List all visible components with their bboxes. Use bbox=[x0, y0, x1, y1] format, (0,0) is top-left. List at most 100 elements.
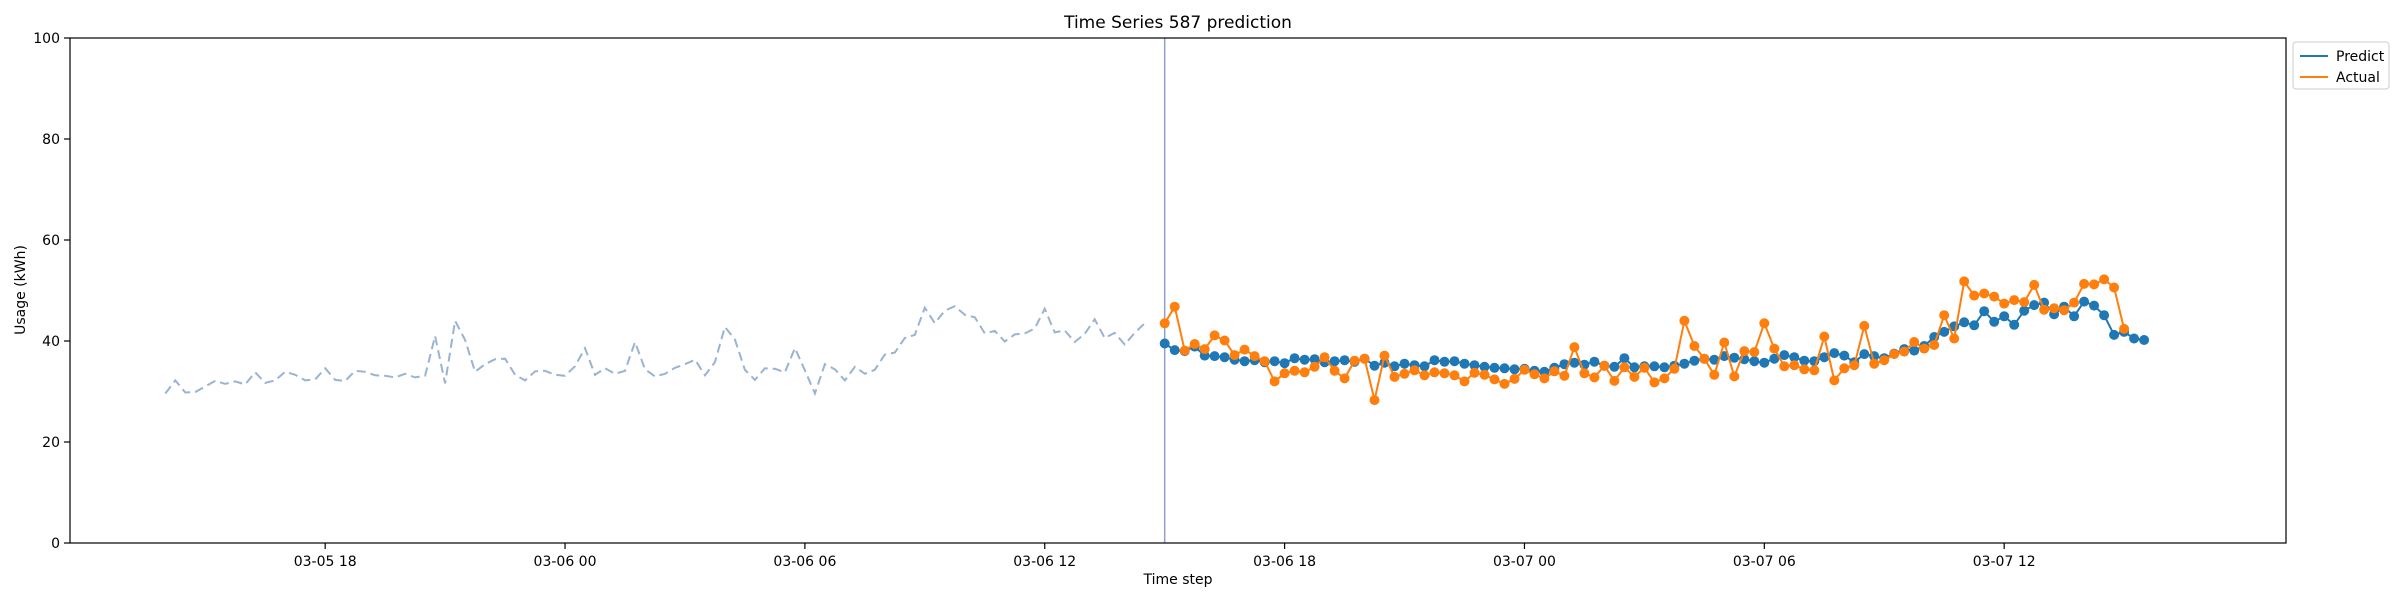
predict-point bbox=[1789, 352, 1800, 363]
y-tick-label: 0 bbox=[51, 536, 60, 552]
actual-point bbox=[1869, 358, 1880, 369]
predict-point bbox=[1219, 352, 1230, 363]
predict-point bbox=[1509, 364, 1520, 375]
predict-point bbox=[1279, 358, 1290, 369]
predict-point bbox=[1709, 354, 1720, 365]
actual-point bbox=[1599, 360, 1610, 371]
actual-point bbox=[1989, 291, 2000, 302]
actual-point bbox=[1839, 363, 1850, 374]
predict-point bbox=[1399, 358, 1410, 369]
predict-point bbox=[1679, 358, 1690, 369]
actual-point bbox=[1479, 369, 1490, 380]
predict-point bbox=[1479, 361, 1490, 372]
x-tick-label: 03-06 12 bbox=[1013, 554, 1076, 570]
predict-point bbox=[1749, 356, 1760, 367]
legend: Predict Actual bbox=[2292, 41, 2390, 90]
actual-point bbox=[1709, 369, 1720, 380]
y-axis-label: Usage (kWh) bbox=[13, 245, 29, 335]
actual-point bbox=[2089, 279, 2100, 290]
actual-point bbox=[1699, 353, 1710, 364]
predict-point bbox=[1609, 361, 1620, 372]
predict-point bbox=[1449, 356, 1460, 367]
predict-point bbox=[1769, 353, 1780, 364]
actual-point bbox=[1459, 376, 1470, 387]
x-tick-label: 03-06 00 bbox=[534, 554, 597, 570]
actual-point bbox=[1769, 343, 1780, 354]
actual-point bbox=[1949, 333, 1960, 344]
predict-point bbox=[1939, 326, 1950, 337]
actual-point bbox=[1509, 373, 1520, 384]
actual-point bbox=[1499, 378, 1510, 389]
predict-point bbox=[1429, 355, 1440, 366]
x-tick-label: 03-07 12 bbox=[1973, 554, 2036, 570]
predict-point bbox=[2129, 333, 2140, 344]
predict-point bbox=[1369, 360, 1380, 371]
x-tick-label: 03-06 18 bbox=[1253, 554, 1316, 570]
predict-point bbox=[1689, 355, 1700, 366]
y-tick-label: 60 bbox=[42, 233, 60, 249]
x-tick-label: 03-07 06 bbox=[1733, 554, 1796, 570]
predict-point bbox=[1589, 356, 1600, 367]
actual-point bbox=[1879, 355, 1890, 366]
actual-point bbox=[1809, 365, 1820, 376]
predict-point bbox=[1299, 354, 1310, 365]
actual-point bbox=[1919, 343, 1930, 354]
actual-point bbox=[1169, 301, 1180, 312]
actual-point bbox=[1979, 288, 1990, 299]
actual-point bbox=[1719, 337, 1730, 348]
actual-point bbox=[1679, 315, 1690, 326]
predict-point bbox=[1169, 345, 1180, 356]
actual-point bbox=[1349, 355, 1360, 366]
y-tick-label: 80 bbox=[42, 132, 60, 148]
actual-point bbox=[1239, 344, 1250, 355]
actual-point bbox=[1289, 365, 1300, 376]
actual-point bbox=[1779, 361, 1790, 372]
actual-point bbox=[2079, 278, 2090, 289]
actual-point bbox=[2029, 279, 2040, 290]
predict-point bbox=[1239, 356, 1250, 367]
actual-point bbox=[1449, 370, 1460, 381]
actual-point bbox=[1579, 368, 1590, 379]
actual-point bbox=[1469, 367, 1480, 378]
actual-point bbox=[1419, 370, 1430, 381]
predict-point bbox=[1979, 306, 1990, 317]
predict-point bbox=[1459, 358, 1470, 369]
predict-point bbox=[1419, 361, 1430, 372]
predict-point bbox=[1339, 355, 1350, 366]
actual-point bbox=[1999, 298, 2010, 309]
x-axis: 03-05 18 03-06 00 03-06 06 03-06 12 03-06 18… bbox=[294, 543, 2036, 570]
actual-point bbox=[1609, 375, 1620, 386]
predict-point bbox=[1649, 361, 1660, 372]
actual-point bbox=[1429, 367, 1440, 378]
history-line-group bbox=[164, 305, 1146, 397]
actual-point bbox=[1529, 369, 1540, 380]
actual-point bbox=[1889, 349, 1900, 360]
actual-point bbox=[1329, 365, 1340, 376]
actual-point bbox=[1199, 344, 1210, 355]
actual-point bbox=[2009, 295, 2020, 306]
actual-point bbox=[2119, 323, 2130, 334]
actual-point bbox=[1749, 347, 1760, 358]
actual-point bbox=[1619, 362, 1630, 373]
actual-point bbox=[1849, 360, 1860, 371]
predict-point bbox=[2099, 310, 2110, 321]
plot-frame bbox=[69, 37, 2287, 544]
actual-point bbox=[1739, 346, 1750, 357]
actual-point bbox=[1299, 367, 1310, 378]
actual-point bbox=[1789, 360, 1800, 371]
actual-point bbox=[1969, 290, 1980, 301]
predict-point bbox=[1759, 357, 1770, 368]
actual-point bbox=[1219, 335, 1230, 346]
actual-point bbox=[1439, 368, 1450, 379]
predict-point bbox=[2029, 300, 2040, 311]
actual-point bbox=[1389, 371, 1400, 382]
actual-point bbox=[1399, 368, 1410, 379]
actual-point bbox=[1819, 331, 1830, 342]
actual-point bbox=[1659, 373, 1670, 384]
x-tick-label: 03-05 18 bbox=[294, 554, 357, 570]
predict-point bbox=[2069, 311, 2080, 322]
actual-point bbox=[1959, 276, 1970, 287]
predict-point bbox=[1269, 356, 1280, 367]
predict-point bbox=[2109, 329, 2120, 340]
actual-point bbox=[1569, 342, 1580, 353]
